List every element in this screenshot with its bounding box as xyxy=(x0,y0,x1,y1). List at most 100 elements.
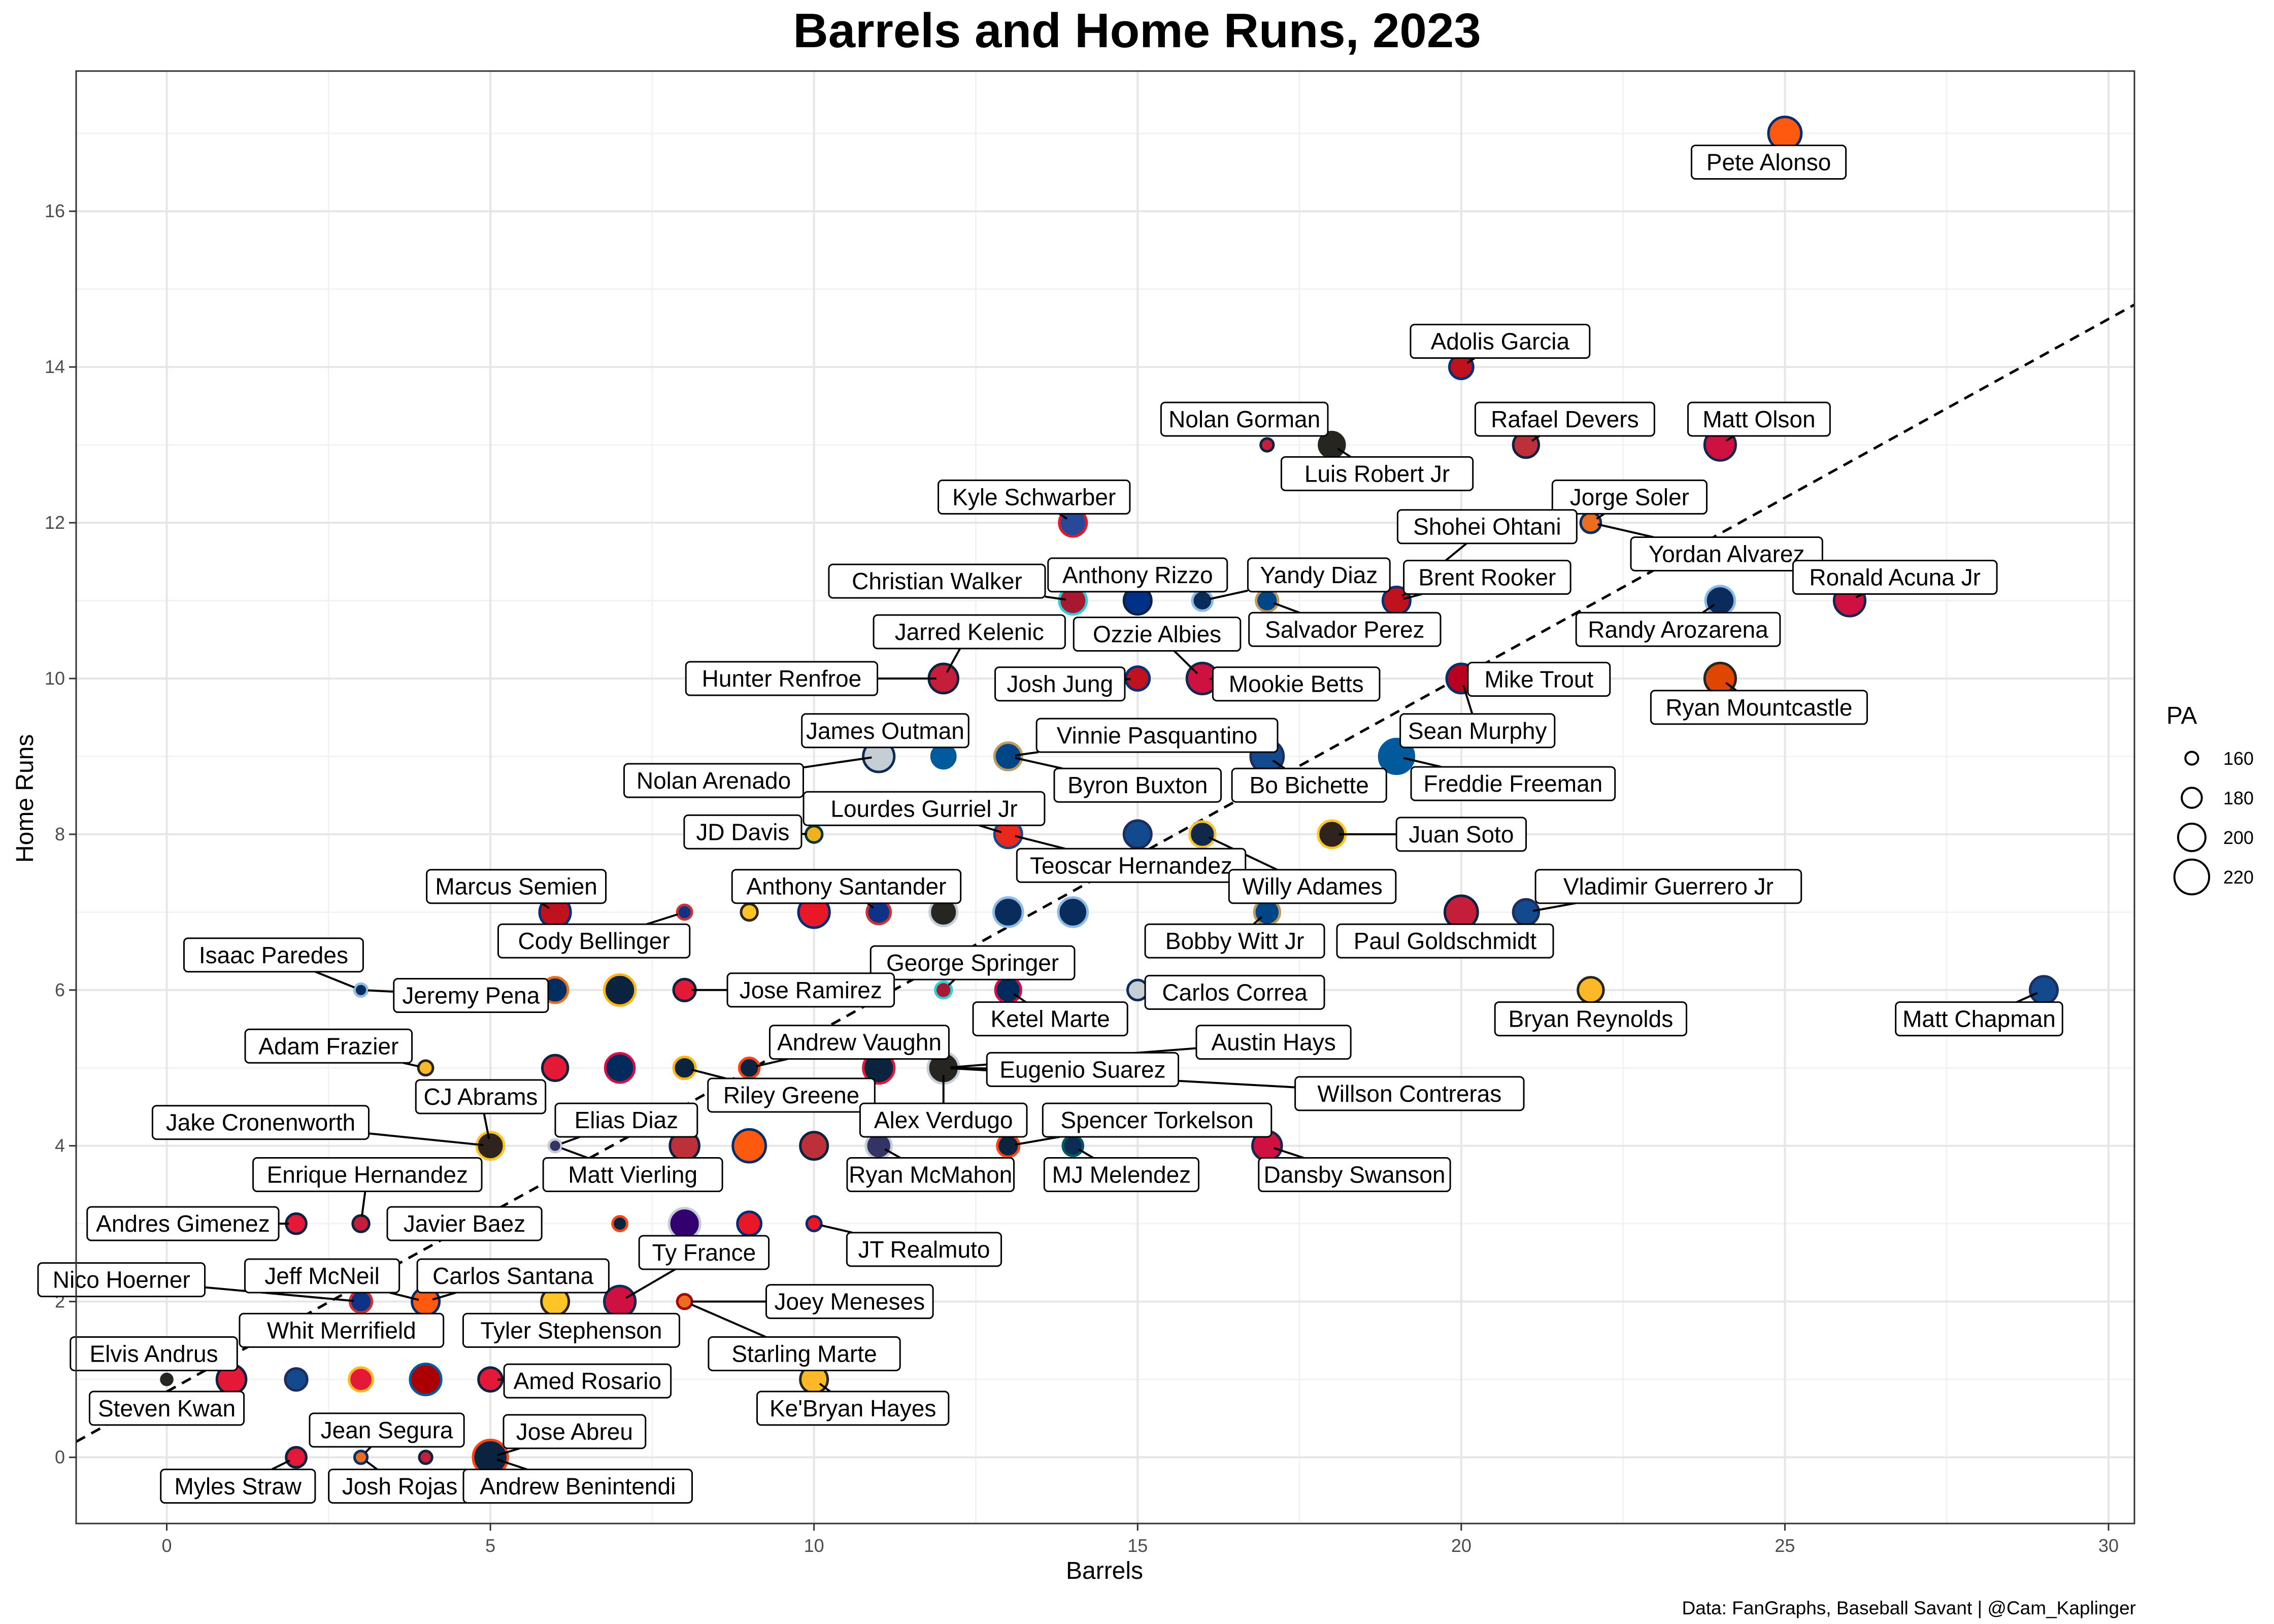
annotation-text: Steven Kwan xyxy=(98,1395,236,1422)
annotation-leader xyxy=(432,1292,457,1301)
annotation-box xyxy=(239,1312,445,1348)
annotation-text: Jarred Kelenic xyxy=(895,619,1044,645)
annotation-leader xyxy=(690,1303,766,1338)
annotation-box xyxy=(393,978,549,1013)
annotation-box xyxy=(870,945,1076,980)
annotation-leader xyxy=(541,902,550,909)
data-point xyxy=(1057,896,1089,928)
annotation-label: Ozzie Albies xyxy=(1073,617,1242,652)
annotation-text: Ty France xyxy=(652,1239,756,1266)
legend-label: 200 xyxy=(2223,827,2254,848)
data-point xyxy=(1122,819,1153,850)
annotation-text: Matt Olson xyxy=(1702,406,1815,432)
annotation-leader xyxy=(1273,1147,1305,1159)
annotation-label: Carlos Correa xyxy=(1144,974,1325,1010)
annotation-layer: Pete Alonso Adolis Garcia Nolan Gorman Luis… xyxy=(37,145,2063,1504)
data-point xyxy=(1259,437,1275,453)
annotation-label: Rafael Devers xyxy=(1474,401,1655,437)
annotation-label: Adam Frazier xyxy=(244,1028,413,1064)
annotation-box xyxy=(765,1284,934,1319)
annotation-box xyxy=(151,1105,370,1140)
legend-label: 180 xyxy=(2223,788,2254,808)
annotation-text: Jake Cronenworth xyxy=(166,1109,355,1136)
y-tick-label: 14 xyxy=(45,356,65,377)
annotation-box xyxy=(1687,401,1831,437)
annotation-label: Marcus Semien xyxy=(426,869,607,904)
annotation-label: Pete Alonso xyxy=(1690,145,1847,180)
annotation-leader xyxy=(691,1068,726,1079)
annotation-box xyxy=(731,869,962,904)
data-point xyxy=(1577,976,1605,1004)
annotation-box xyxy=(986,1052,1180,1087)
annotation-leader xyxy=(360,1191,366,1217)
annotation-box xyxy=(801,713,969,749)
data-point xyxy=(1255,588,1280,613)
annotation-text: Eugenio Suarez xyxy=(999,1056,1165,1082)
annotation-text: Nolan Gorman xyxy=(1168,406,1320,432)
annotation-text: Bobby Witt Jr xyxy=(1165,928,1305,954)
annotation-leader xyxy=(1532,902,1576,912)
annotation-text: Myles Straw xyxy=(175,1473,302,1499)
data-point xyxy=(353,982,369,998)
annotation-text: Austin Hays xyxy=(1211,1029,1335,1056)
annotation-label: MJ Melendez xyxy=(1043,1157,1199,1193)
annotation-text: MJ Melendez xyxy=(1052,1162,1191,1188)
annotation-text: Josh Jung xyxy=(1007,671,1113,697)
annotation-box xyxy=(1399,713,1556,749)
data-point xyxy=(736,1210,763,1237)
data-point xyxy=(1061,1134,1085,1158)
annotation-box xyxy=(1144,974,1325,1010)
annotation-leader xyxy=(646,913,678,926)
y-axis-title: Home Runs xyxy=(12,734,39,863)
annotation-text: Rafael Devers xyxy=(1491,406,1638,432)
annotation-box xyxy=(1551,479,1708,515)
data-point xyxy=(417,1059,434,1077)
annotation-text: James Outman xyxy=(806,718,964,744)
annotation-leader xyxy=(1403,593,1423,600)
annotation-box xyxy=(462,1312,681,1348)
data-point xyxy=(992,896,1024,928)
annotation-leader xyxy=(1015,757,1063,770)
annotation-label: Willson Contreras xyxy=(1294,1076,1525,1111)
annotation-label: Bryan Reynolds xyxy=(1494,1001,1688,1037)
annotation-box xyxy=(86,1206,280,1241)
annotation-label: Hunter Renfroe xyxy=(685,661,879,696)
x-tick-label: 15 xyxy=(1127,1535,1148,1556)
annotation-label: Luis Robert Jr xyxy=(1280,456,1474,491)
annotation-label: Mike Trout xyxy=(1467,662,1611,697)
annotation-text: Riley Greene xyxy=(723,1082,859,1108)
annotation-label: Yandy Diaz xyxy=(1247,557,1391,593)
annotation-box xyxy=(503,1414,647,1449)
annotation-box xyxy=(972,1001,1128,1037)
annotation-text: Kyle Schwarber xyxy=(952,484,1116,510)
annotation-label: Starling Marte xyxy=(708,1336,901,1371)
annotation-text: Whit Merrifield xyxy=(267,1317,416,1343)
annotation-label: Ketel Marte xyxy=(972,1001,1128,1037)
annotation-leader xyxy=(1725,682,1737,692)
annotation-label: Sean Murphy xyxy=(1399,713,1556,749)
data-point xyxy=(799,1131,829,1161)
data-point xyxy=(547,1138,563,1154)
annotation-box xyxy=(386,1206,543,1241)
annotation-box xyxy=(309,1412,465,1448)
data-point xyxy=(667,1207,701,1241)
annotation-text: Ozzie Albies xyxy=(1093,621,1221,648)
annotation-label: Elias Diaz xyxy=(554,1102,698,1138)
annotation-text: Jean Segura xyxy=(321,1417,453,1443)
annotation-label: Ty France xyxy=(638,1235,770,1270)
annotation-text: Anthony Santander xyxy=(747,873,947,900)
annotation-text: Brent Rooker xyxy=(1418,564,1556,590)
annotation-label: Riley Greene xyxy=(707,1077,876,1113)
annotation-label: Javier Baez xyxy=(386,1206,543,1241)
annotation-box xyxy=(1403,559,1571,595)
annotation-label: Ryan McMahon xyxy=(846,1157,1015,1193)
legend-key xyxy=(2177,823,2206,852)
x-tick-label: 30 xyxy=(2098,1535,2119,1556)
y-tick-label: 8 xyxy=(55,824,65,844)
annotation-text: JD Davis xyxy=(696,819,789,845)
legend-label: 160 xyxy=(2223,748,2254,769)
plot-border xyxy=(75,70,2135,1525)
annotation-text: Elias Diaz xyxy=(575,1107,679,1133)
annotation-box xyxy=(1144,923,1325,959)
annotation-leader xyxy=(1015,751,1039,757)
